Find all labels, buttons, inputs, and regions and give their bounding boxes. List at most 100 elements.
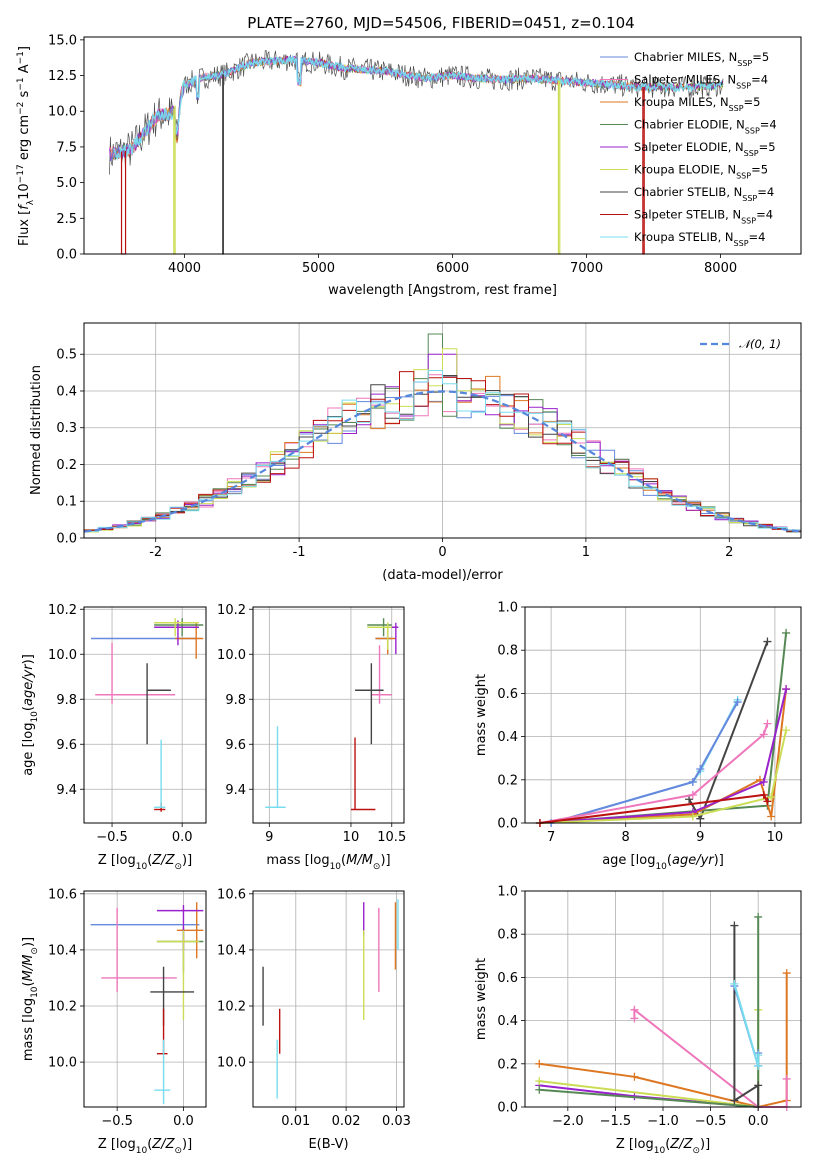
y-axis-label-part: mass weight: [474, 674, 489, 756]
weight-marker: [730, 1096, 739, 1105]
y-axis-label-part: 10: [30, 986, 40, 998]
x-axis-label-part: )]: [182, 853, 192, 868]
weight-marker: [767, 812, 776, 821]
errorbar-point: [156, 1008, 168, 1055]
weight-marker: [763, 637, 772, 646]
y-axis-label-part: mass [log: [21, 998, 36, 1061]
errorbar-point: [95, 643, 176, 704]
spectrum-line: [109, 49, 724, 175]
x-axis-label-part: )]: [182, 1137, 192, 1152]
y-axis-label-part: A: [17, 64, 32, 77]
weight-marker: [688, 790, 697, 799]
weight-marker: [782, 969, 791, 978]
x-tick-label: 2: [725, 545, 733, 560]
y-tick-label: 0.6: [497, 971, 518, 986]
legend-label: Salpeter ELODIE, NSSP=5: [634, 140, 776, 158]
y-tick-label: 0.6: [497, 687, 518, 702]
weight-marker: [763, 719, 772, 728]
weight-marker: [688, 777, 697, 786]
y-axis-label-part: age [log: [21, 723, 36, 776]
weight-marker: [754, 1061, 763, 1070]
errorbar-point: [150, 966, 195, 1026]
age_vs_Z-axes: −0.5 0.0 9.4 9.6 9.8 10.0 10.2: [48, 603, 207, 845]
legend-name: Chabrier ELODIE, N: [634, 118, 745, 132]
errorbar-point: [371, 645, 392, 704]
y-tick-label: 0.4: [497, 1014, 518, 1029]
x-tick-label: −2.0: [552, 1114, 584, 1129]
weight-marker: [730, 979, 739, 988]
y-tick-label: 0.8: [497, 644, 518, 659]
y-axis-label: Flux [fλ10−17 erg cm−2 s−1 A−1]: [16, 46, 36, 246]
x-tick-label: 5000: [302, 261, 335, 276]
axes-frame: [252, 606, 405, 824]
legend-label: Chabrier ELODIE, NSSP=4: [634, 118, 777, 136]
weight-line: [539, 632, 788, 824]
x-axis-label: (data-model)/error: [382, 568, 503, 583]
x-axis-label-part: ⊙: [692, 1146, 700, 1156]
x-tick-label: −1.5: [600, 1114, 632, 1129]
x-axis-label-part: (: [147, 853, 152, 868]
y-axis-label-part: erg cm: [17, 115, 32, 164]
x-tick-label: 10.5: [377, 830, 406, 845]
y-axis-label-part: ]: [17, 46, 32, 51]
legend-value: =4: [749, 230, 766, 244]
x-axis-label-part: )]: [714, 853, 724, 868]
y-tick-label: 0.3: [56, 421, 77, 436]
y-tick-label: 7.5: [56, 140, 77, 155]
weight-line: [539, 723, 769, 824]
weight-marker: [767, 793, 776, 802]
figure-title: PLATE=2760, MJD=54506, FIBERID=0451, z=0…: [247, 14, 634, 32]
y-tick-label: 1.0: [497, 601, 518, 616]
weight-marker: [759, 777, 768, 786]
x-tick-label: 9: [265, 830, 273, 845]
legend-label: Salpeter STELIB, NSSP=4: [634, 208, 773, 226]
age_vs_mass-axes: 9 10 10.5 9.4 9.6 9.8 10.0 10.2: [217, 603, 406, 845]
legend-value: =4: [756, 208, 773, 222]
x-tick-label: -1: [293, 545, 306, 560]
y-tick-label: 10.2: [217, 603, 246, 618]
weight-line: [733, 983, 760, 1067]
y-tick-label: 9.4: [225, 783, 246, 798]
spectrum-dropout: [222, 74, 224, 255]
x-axis-label: wavelength [Angstrom, rest frame]: [328, 283, 557, 298]
weight-marker: [630, 1005, 639, 1014]
x-tick-label: −1.0: [647, 1114, 679, 1129]
legend-name: Kroupa MILES, N: [634, 95, 729, 109]
errorbar-point: [154, 739, 166, 808]
mass_vs_ebv-axes: 0.01 0.02 0.03 10.0 10.2 10.4 10.6: [217, 887, 411, 1129]
spectrum-line: [109, 55, 724, 159]
legend-label: 𝒩(0, 1): [739, 337, 781, 351]
x-axis-label-part: wavelength [Angstrom, rest frame]: [328, 283, 557, 298]
x-axis-label: Z [log10(Z/Z⊙)]: [98, 853, 192, 872]
y-tick-label: 0.4: [497, 730, 518, 745]
spectrum-line: [113, 54, 724, 161]
weight-marker: [535, 1077, 544, 1086]
x-axis-label-part: E(B-V): [308, 1137, 348, 1152]
y-tick-label: 0.0: [56, 532, 77, 547]
y-axis-label-part: 10: [30, 711, 40, 723]
y-tick-label: 12.5: [48, 69, 77, 84]
weight-marker: [730, 921, 739, 930]
x-axis-label: E(B-V): [308, 1137, 348, 1152]
y-tick-label: 10.0: [48, 105, 77, 120]
x-tick-label: 0.03: [382, 1114, 411, 1129]
weight-marker: [754, 912, 763, 921]
legend-label: Kroupa ELODIE, NSSP=5: [634, 163, 768, 181]
errorbar-point: [175, 622, 204, 659]
spectrum-line: [109, 55, 724, 160]
weight-line: [539, 729, 788, 824]
legend-value: =4: [760, 118, 777, 132]
y-axis-label-part: (: [21, 981, 36, 986]
errorbar-point: [156, 930, 200, 1021]
x-axis-label-part: Z/Z: [669, 1137, 693, 1152]
y-tick-label: 9.6: [56, 738, 77, 753]
y-axis-label-part: age/yr: [21, 663, 36, 706]
legend-value: =5: [744, 95, 761, 109]
x-axis-label: Z [log10(Z/Z⊙)]: [616, 1137, 710, 1156]
x-axis-label: Z [log10(Z/Z⊙)]: [98, 1137, 192, 1156]
x-tick-label: 6000: [436, 261, 469, 276]
y-axis-label-part: −1: [16, 51, 26, 64]
y-tick-label: 10.0: [48, 1056, 77, 1071]
weight-marker: [782, 685, 791, 694]
x-tick-label: 0.02: [332, 1114, 361, 1129]
